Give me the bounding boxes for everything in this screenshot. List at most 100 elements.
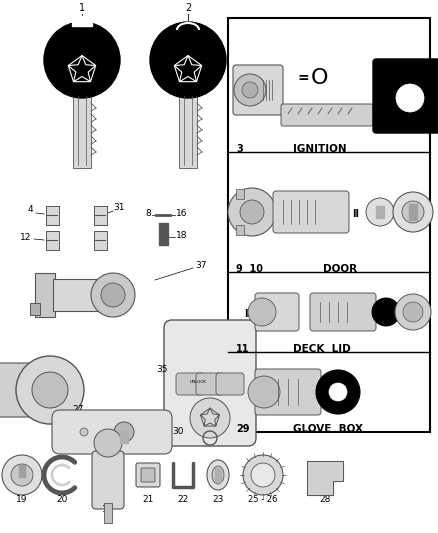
Bar (236, 225, 244, 235)
Circle shape (243, 455, 283, 495)
Bar (104, 503, 112, 523)
Circle shape (395, 294, 431, 330)
Circle shape (248, 376, 280, 408)
FancyBboxPatch shape (0, 363, 62, 417)
Bar (376, 206, 384, 218)
Circle shape (94, 429, 122, 457)
FancyBboxPatch shape (141, 468, 155, 482)
Text: DOOR: DOOR (323, 264, 357, 274)
Text: 22: 22 (177, 496, 189, 505)
Bar (228, 18, 430, 432)
FancyBboxPatch shape (92, 451, 124, 509)
Text: 18: 18 (176, 231, 187, 240)
Text: 30: 30 (172, 427, 184, 437)
Circle shape (11, 464, 33, 486)
Bar (35, 273, 55, 317)
FancyBboxPatch shape (255, 293, 299, 331)
Circle shape (251, 463, 275, 487)
Bar (93, 230, 106, 249)
FancyBboxPatch shape (310, 293, 376, 331)
Circle shape (32, 372, 68, 408)
Text: 16: 16 (176, 209, 187, 219)
Bar (72, 16, 92, 26)
Bar (30, 303, 40, 315)
Text: 9  10: 9 10 (236, 264, 263, 274)
FancyBboxPatch shape (136, 463, 160, 487)
Text: 17: 17 (102, 505, 114, 514)
Text: II: II (353, 209, 360, 219)
Bar (179, 93, 197, 168)
Bar (409, 204, 417, 220)
Circle shape (190, 398, 230, 438)
Text: 29: 29 (236, 424, 250, 434)
Text: 4: 4 (27, 206, 33, 214)
Circle shape (372, 298, 400, 326)
Bar (236, 189, 244, 199)
Polygon shape (307, 461, 343, 495)
Bar (73, 93, 91, 168)
Text: UNLOCK: UNLOCK (190, 380, 207, 384)
Circle shape (228, 188, 276, 236)
Circle shape (240, 200, 264, 224)
Text: 27: 27 (72, 406, 83, 415)
Text: O: O (311, 68, 329, 88)
Circle shape (44, 22, 120, 98)
Circle shape (366, 198, 394, 226)
Circle shape (234, 74, 266, 106)
Text: 3: 3 (236, 144, 243, 154)
Circle shape (396, 84, 424, 112)
FancyBboxPatch shape (273, 191, 349, 233)
FancyBboxPatch shape (52, 410, 172, 454)
Text: 11: 11 (236, 344, 250, 354)
FancyBboxPatch shape (164, 320, 256, 446)
Circle shape (2, 455, 42, 495)
Text: 35: 35 (156, 366, 168, 375)
Bar (19, 465, 25, 477)
Text: =: = (297, 71, 309, 85)
FancyBboxPatch shape (196, 373, 224, 395)
Circle shape (101, 283, 125, 307)
Text: 2: 2 (185, 3, 191, 13)
FancyBboxPatch shape (373, 59, 438, 133)
FancyBboxPatch shape (255, 369, 321, 415)
Text: II: II (244, 309, 251, 319)
Circle shape (242, 82, 258, 98)
Bar (46, 230, 59, 249)
FancyBboxPatch shape (216, 373, 244, 395)
Ellipse shape (212, 466, 224, 484)
Circle shape (16, 356, 84, 424)
Circle shape (80, 428, 88, 436)
Text: 19: 19 (16, 496, 28, 505)
Circle shape (402, 201, 424, 223)
Bar (53, 279, 103, 311)
Bar (120, 431, 128, 443)
Bar (93, 206, 106, 224)
Circle shape (150, 22, 226, 98)
Text: GLOVE  BOX: GLOVE BOX (293, 424, 363, 434)
Circle shape (114, 422, 134, 442)
Bar (46, 206, 59, 224)
Text: 8: 8 (145, 209, 151, 219)
Text: 20: 20 (57, 496, 68, 505)
Text: 37: 37 (195, 261, 206, 270)
FancyBboxPatch shape (233, 65, 283, 115)
Circle shape (316, 370, 360, 414)
Text: 12: 12 (20, 233, 32, 243)
Text: 23: 23 (212, 496, 224, 505)
Text: 1: 1 (79, 3, 85, 13)
Circle shape (91, 273, 135, 317)
FancyBboxPatch shape (281, 104, 373, 126)
Bar (159, 223, 168, 245)
Circle shape (248, 298, 276, 326)
Bar (215, 468, 221, 482)
Ellipse shape (207, 460, 229, 490)
FancyBboxPatch shape (176, 373, 204, 395)
Text: 31: 31 (113, 204, 124, 213)
Text: 21: 21 (142, 496, 154, 505)
Text: 28: 28 (319, 496, 331, 505)
Circle shape (329, 383, 347, 401)
Text: DECK  LID: DECK LID (293, 344, 351, 354)
Circle shape (393, 192, 433, 232)
Text: 25 - 26: 25 - 26 (248, 496, 278, 505)
Text: IGNITION: IGNITION (293, 144, 346, 154)
